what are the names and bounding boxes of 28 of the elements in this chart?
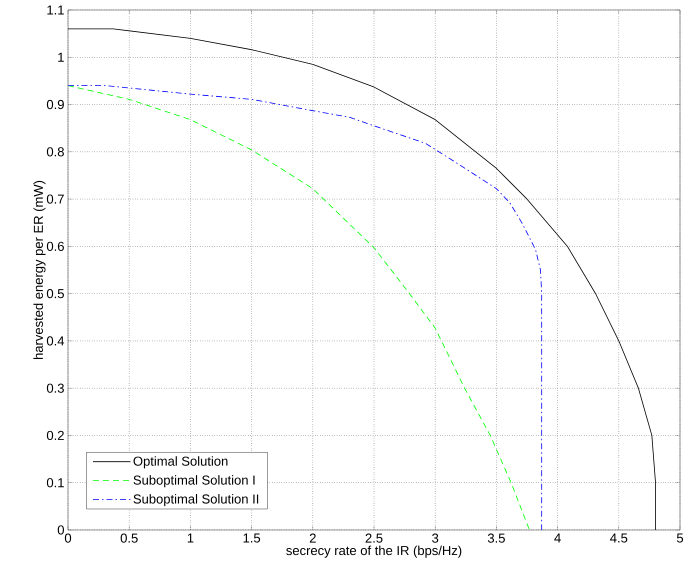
x-tick-label: 0 <box>64 534 72 543</box>
x-tick-label: 1.5 <box>244 534 260 543</box>
legend-label: Suboptimal Solution II <box>134 494 258 506</box>
x-tick-label: 3.5 <box>488 534 505 543</box>
y-tick-label: 0.4 <box>46 336 64 346</box>
x-tick-label: 3 <box>432 534 438 543</box>
x-tick-label: 1 <box>188 534 194 542</box>
y-tick-label: 0 <box>58 525 64 535</box>
y-tick-label: 0.5 <box>46 289 64 298</box>
x-tick-label: 2 <box>310 534 316 543</box>
x-tick-label: 0.5 <box>120 534 138 543</box>
y-tick-label: 0.6 <box>46 242 64 251</box>
y-tick-label: 0.9 <box>46 100 64 110</box>
y-tick-label: 0.8 <box>46 147 64 156</box>
legend-label: Suboptimal Solution I <box>134 475 255 488</box>
legend-label: Optimal Solution <box>134 456 228 468</box>
x-axis-title: secrecy rate of the IR (bps/Hz) <box>286 546 462 558</box>
y-tick-label: 0.3 <box>46 384 64 393</box>
y-axis-title: harvested energy per ER (mW) <box>33 180 46 360</box>
x-tick-label: 4.5 <box>610 534 628 543</box>
x-tick-label: 4 <box>554 534 561 542</box>
y-tick-label: 0.7 <box>46 194 64 204</box>
x-tick-label: 5 <box>676 534 684 543</box>
y-tick-label: 0.2 <box>46 430 64 440</box>
x-tick-label: 2.5 <box>366 534 382 543</box>
y-tick-label: 1.1 <box>47 6 64 14</box>
y-tick-label: 0.1 <box>46 478 64 488</box>
y-tick-label: 1 <box>58 52 64 62</box>
